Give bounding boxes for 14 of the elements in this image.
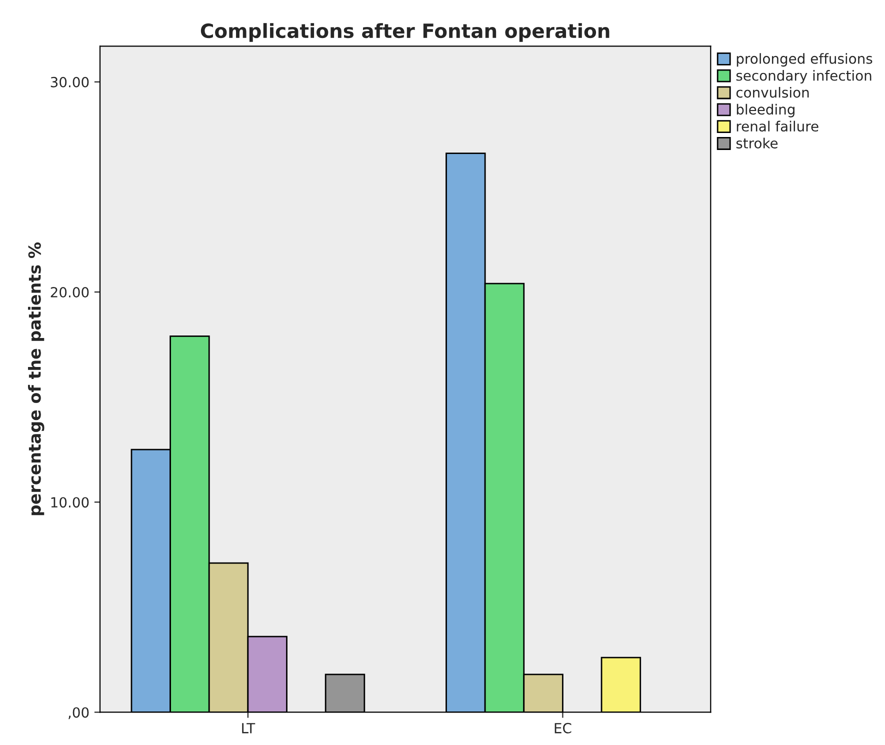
legend-label: prolonged effusions	[736, 53, 872, 67]
y-axis-title: percentage of the patients %	[28, 242, 44, 516]
y-tick-label: ,00	[68, 707, 89, 720]
chart-title: Complications after Fontan operation	[200, 23, 610, 42]
legend-label: renal failure	[736, 120, 818, 132]
x-tick-label: EC	[554, 722, 572, 734]
y-tick-label: 10.00	[51, 497, 89, 508]
legend-label: secondary infection	[736, 70, 872, 84]
legend-label: stroke	[736, 138, 778, 148]
legend-label: convulsion	[736, 86, 809, 98]
y-tick-label: 20.00	[50, 286, 89, 298]
x-tick-label: LT	[242, 723, 256, 734]
y-tick-label: 30.00	[50, 76, 89, 88]
legend-label: bleeding	[736, 104, 794, 118]
